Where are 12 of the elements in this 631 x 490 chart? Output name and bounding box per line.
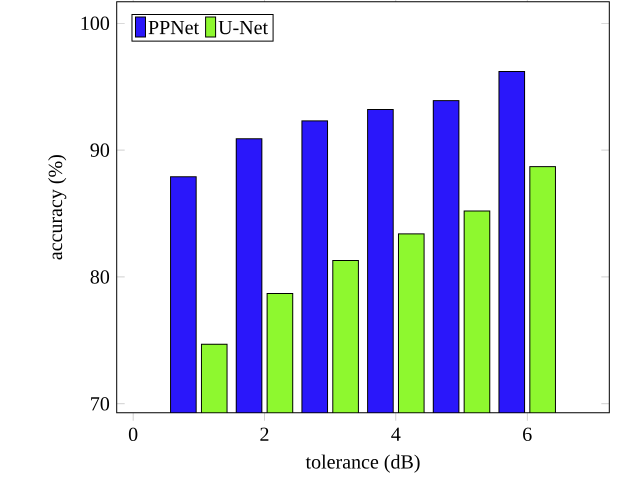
y-axis-title: accuracy (%) bbox=[48, 155, 66, 260]
legend-label: U-Net bbox=[218, 20, 268, 34]
x-axis-title: tolerance (dB) bbox=[306, 454, 420, 473]
y-tick-label: 100 bbox=[82, 16, 110, 30]
x-tick-label: 2 bbox=[260, 428, 268, 441]
y-tick-label: 90 bbox=[90, 143, 110, 157]
y-tick-label: 70 bbox=[91, 397, 110, 411]
x-tick-label: 0 bbox=[128, 428, 138, 442]
y-tick-label: 80 bbox=[90, 270, 110, 284]
x-tick-label: 6 bbox=[523, 428, 532, 441]
x-tick-label: 4 bbox=[391, 428, 401, 441]
legend-label: PPNet bbox=[148, 20, 199, 34]
